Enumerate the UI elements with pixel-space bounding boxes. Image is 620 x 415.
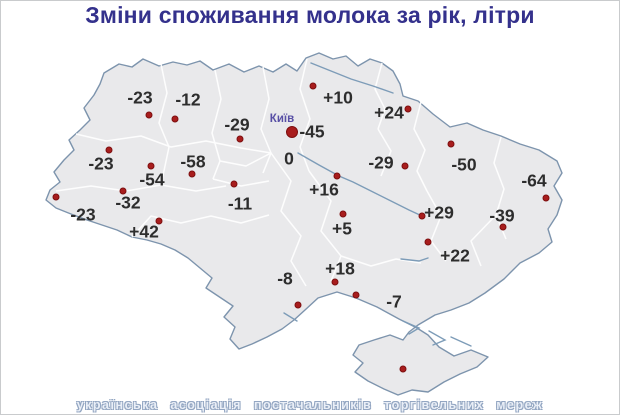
region-marker-dot: [52, 193, 60, 201]
region-marker-dot: [147, 162, 155, 170]
region-value: +22: [440, 245, 470, 266]
region-value: +18: [325, 258, 355, 279]
region-value: -12: [175, 89, 201, 110]
region-value: -50: [451, 154, 477, 175]
region-value: -64: [521, 170, 547, 191]
region-marker-dot: [309, 82, 317, 90]
region-marker-dot: [236, 135, 244, 143]
region-marker-dot: [188, 170, 196, 178]
rivers: [283, 62, 472, 347]
region-value: +5: [332, 218, 352, 239]
region-value: -23: [127, 87, 153, 108]
region-marker-dot: [447, 140, 455, 148]
region-marker-dot: [404, 105, 412, 113]
region-marker-dot: [401, 162, 409, 170]
region-value: +29: [424, 202, 454, 223]
region-marker-dot: [399, 365, 407, 373]
country-outline: [45, 52, 563, 396]
region-marker-dot: [105, 146, 113, 154]
region-value: +24: [374, 102, 404, 123]
region-marker-dot: [499, 223, 507, 231]
region-value: +42: [129, 221, 159, 242]
region-value: -11: [227, 193, 253, 214]
kyiv-city-label: Київ: [269, 113, 295, 125]
region-value: +16: [309, 179, 339, 200]
region-value: -29: [224, 114, 250, 135]
region-value: +10: [323, 87, 353, 108]
region-marker-dot: [155, 217, 163, 225]
region-marker-dot: [230, 180, 238, 188]
region-value: -39: [489, 205, 515, 226]
region-marker-dot: [286, 126, 298, 138]
watermark-text: українська асоціація постачальників торг…: [76, 398, 544, 412]
region-value: -54: [139, 169, 165, 190]
region-value: -8: [277, 268, 293, 289]
region-marker-dot: [294, 301, 302, 309]
region-marker-dot: [418, 212, 426, 220]
region-value: -23: [88, 153, 114, 174]
region-value: -23: [70, 204, 96, 225]
region-marker-dot: [171, 115, 179, 123]
region-marker-dot: [331, 278, 339, 286]
region-marker-dot: [542, 194, 550, 202]
region-value: 0: [284, 148, 294, 169]
region-marker-dot: [119, 187, 127, 195]
region-value: -7: [386, 291, 402, 312]
region-marker-dot: [352, 291, 360, 299]
region-value: -45: [299, 121, 325, 142]
oblast-borders: [55, 58, 507, 287]
region-value: -32: [115, 192, 141, 213]
region-value: -29: [368, 152, 394, 173]
region-value: -58: [180, 151, 206, 172]
region-marker-dot: [339, 210, 347, 218]
region-marker-dot: [424, 238, 432, 246]
page-title: Зміни споживання молока за рік, літри: [85, 2, 535, 28]
region-marker-dot: [145, 111, 153, 119]
region-marker-dot: [333, 172, 341, 180]
